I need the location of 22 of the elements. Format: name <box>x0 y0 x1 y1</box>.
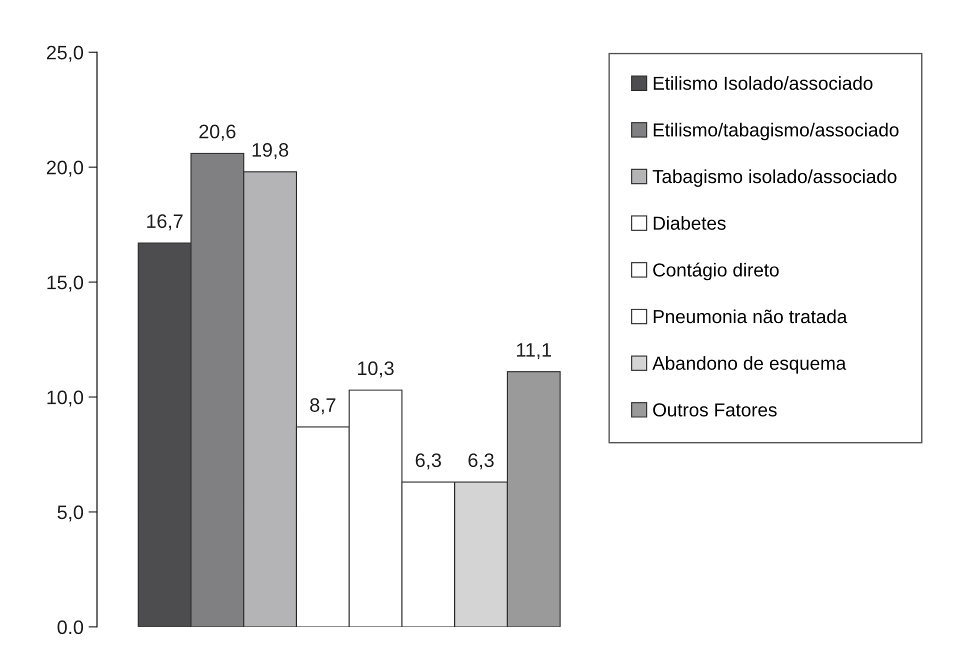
data-label: 8,7 <box>310 398 336 414</box>
data-label: 16,7 <box>147 214 183 230</box>
data-label: 6,3 <box>468 453 494 470</box>
data-label: 10,3 <box>358 361 394 378</box>
legend-label: Pneumonia não tratada <box>654 309 848 324</box>
y-tick-label: 5,0 <box>58 505 84 522</box>
y-tick-label: 10,0 <box>47 390 84 407</box>
y-tick-label: 15,0 <box>47 276 84 292</box>
legend-label: Tabagismo isolado/associado <box>652 169 896 187</box>
legend-label: Contágio direto <box>653 262 779 280</box>
data-label: 6,3 <box>416 453 441 470</box>
y-tick-label: 25,0 <box>46 46 84 62</box>
data-label: 20,6 <box>199 124 236 141</box>
legend-label: Diabetes <box>654 216 726 230</box>
y-tick-label: 0.0 <box>58 620 84 634</box>
legend-label: Outros Fatores <box>653 403 777 417</box>
legend-label: Abandono de esquema <box>652 356 846 374</box>
y-tick-label: 20,0 <box>46 160 84 177</box>
legend-label: Etilismo/tabagismo/associado <box>654 122 898 140</box>
data-label: 11,1 <box>517 343 552 360</box>
legend-label: Etilismo Isolado/associado <box>654 76 872 90</box>
data-label: 19,8 <box>252 143 288 160</box>
